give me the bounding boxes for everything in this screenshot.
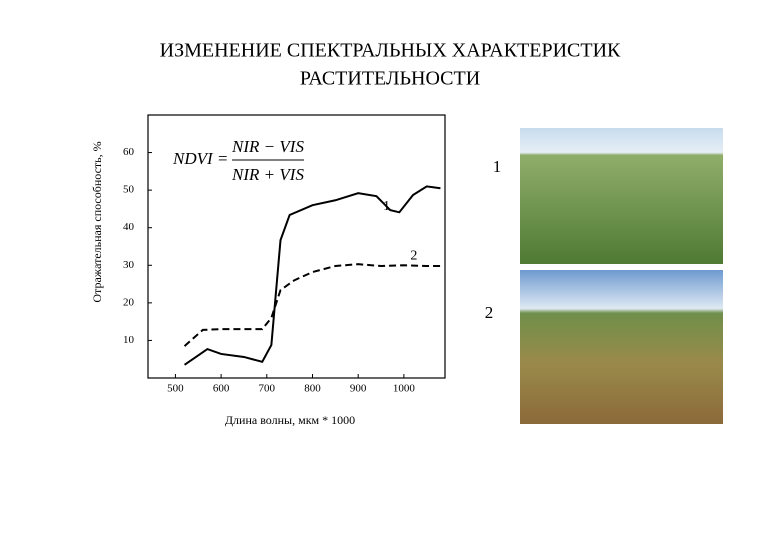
x-tick-label: 700: [259, 383, 276, 395]
y-tick-label: 50: [123, 184, 135, 196]
slide-title: ИЗМЕНЕНИЕ СПЕКТРАЛЬНЫХ ХАРАКТЕРИСТИК: [160, 40, 621, 62]
x-axis-label: Длина волны, мкм * 1000: [225, 413, 355, 427]
y-axis-label: Отражательная способность, %: [90, 141, 104, 302]
series-line: [183, 263, 441, 347]
formula-numerator: NIR − VIS: [231, 137, 304, 156]
x-tick-label: 600: [213, 383, 230, 395]
y-tick-label: 40: [123, 221, 135, 233]
slide-title: РАСТИТЕЛЬНОСТИ: [300, 68, 480, 90]
series-label: 2: [410, 248, 417, 263]
x-tick-label: 800: [304, 383, 321, 395]
photo-label: 2: [485, 303, 494, 322]
series-line: [183, 185, 441, 366]
formula-denominator: NIR + VIS: [231, 165, 304, 184]
photo: [520, 128, 723, 264]
formula: NDVI = NIR − VIS NIR + VIS: [172, 137, 304, 184]
x-tick-label: 900: [350, 383, 367, 395]
photo: [520, 270, 723, 424]
x-tick-label: 500: [167, 383, 184, 395]
x-tick-label: 1000: [393, 383, 416, 395]
series-label: 1: [383, 199, 390, 214]
plot-frame: [147, 114, 446, 379]
y-tick-label: 60: [123, 146, 135, 158]
y-tick-label: 20: [123, 296, 135, 308]
formula-lhs: NDVI =: [172, 149, 228, 168]
photo-label: 1: [493, 157, 502, 176]
y-tick-label: 30: [123, 259, 135, 271]
y-tick-label: 10: [123, 334, 135, 346]
